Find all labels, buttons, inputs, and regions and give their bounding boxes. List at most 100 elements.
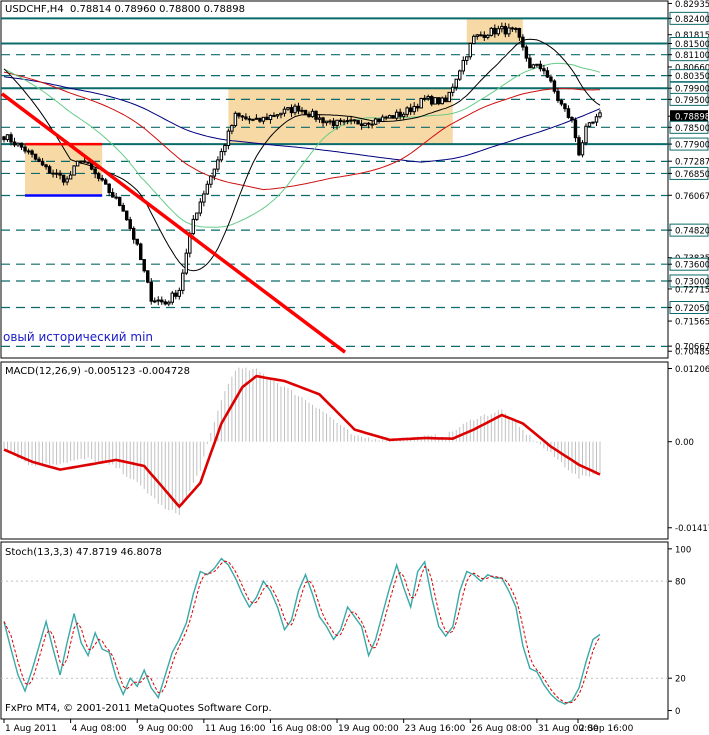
candle-body [61,174,66,183]
price-tick-label: 0.82935 [675,0,709,10]
candle-body [454,78,458,88]
candle-body [451,86,455,93]
candle-body [82,160,87,163]
moving-average-green [3,62,601,228]
candle-body [23,146,27,152]
candle-body [584,125,588,144]
candle-body [373,118,378,125]
candle-body [149,281,153,302]
candle-body [107,183,111,194]
candle-body [310,110,315,118]
candle-body [577,137,581,156]
candle-body [205,183,210,195]
candle-body [86,161,90,164]
candle-body [251,118,255,121]
ohlc-readout: 0.78814 0.78960 0.78800 0.78898 [70,4,245,15]
candle-body [2,136,6,141]
candle-body [156,299,160,302]
candle-body [528,57,532,69]
candle-body [338,119,343,123]
candle-body [26,150,31,153]
candle-body [195,212,199,220]
candle-body [349,119,353,122]
time-axis: 1 Aug 2011 4 Aug 08:00 9 Aug 00:00 11 Aug 1… [3,719,634,734]
price-panel: USDCHF,H4 0.78814 0.78960 0.78800 0.7889… [0,0,669,359]
candle-body [198,201,203,214]
candle-body [202,193,206,203]
candle-body [72,165,76,176]
candle-body [500,25,504,30]
moving-average-blue [3,76,601,163]
candle-body [412,105,416,113]
macd-tick-label: 0.00 [675,438,694,448]
candle-body [131,227,136,240]
candle-body [556,90,560,102]
candle-body [352,119,357,122]
candle-body [444,97,448,103]
candle-body [279,112,283,116]
candle-body [440,97,444,105]
candle-body [489,27,494,36]
candle-body [216,159,220,170]
candle-body [314,110,318,120]
price-tick-label: 0.80350 [675,72,709,82]
candle-body [594,116,599,123]
candle-body [437,97,441,105]
price-tick-label: 0.79500 [675,96,709,106]
candle-body [124,210,129,221]
price-tick-label: 0.73000 [675,277,709,287]
candle-body [96,173,101,179]
price-tick-label: 0.73600 [675,261,709,271]
candle-body [300,109,304,112]
candle-body [223,144,227,153]
candle-body [426,96,430,99]
time-tick-label: 16 Aug 08:00 [271,724,332,734]
price-tick-label: 0.79900 [675,85,709,95]
candle-body [549,76,553,82]
candle-body [230,125,234,132]
candle-body [479,34,483,37]
candle-body [468,42,473,58]
candle-body [321,117,325,124]
candle-body [191,218,196,235]
time-tick-label: 26 Aug 08:00 [471,724,532,734]
candle-body [296,105,301,112]
candle-body [275,114,280,117]
price-tick-label: 0.78500 [675,124,709,134]
candle-body [331,120,336,126]
candle-body [531,64,536,69]
candle-body [401,113,406,117]
price-tick-label: 0.77900 [675,141,709,151]
candle-body [282,108,287,114]
candle-body [12,141,17,146]
stochastic-title: Stoch(13,3,3) 47.8719 46.8078 [5,547,162,558]
price-tick-label: 0.81100 [675,51,709,61]
candle-body [68,174,73,180]
stochastic-signal-line [3,560,601,704]
candle-body [475,34,480,37]
candle-body [405,107,409,115]
candle-body [580,142,585,156]
candle-body [408,107,413,113]
historic-min-annotation: овый исторический min [3,330,153,344]
candle-body [566,108,571,118]
candle-body [177,289,182,297]
price-tick-label: 0.77287 [675,158,709,168]
candle-body [552,80,557,92]
moving-average-red [3,71,601,191]
candle-body [103,179,108,185]
symbol-label: USDCHF,H4 [5,4,64,15]
candle-body [167,301,171,305]
candle-body [535,63,539,66]
candle-body [307,113,311,118]
candle-body [510,27,515,30]
candle-body [514,27,518,30]
stochastic-tick-label: 0 [675,707,680,717]
downtrend-line [0,92,347,354]
candle-body [33,153,38,160]
candle-body [363,122,367,127]
candle-body [212,168,217,177]
consolidation-zones [25,18,523,195]
